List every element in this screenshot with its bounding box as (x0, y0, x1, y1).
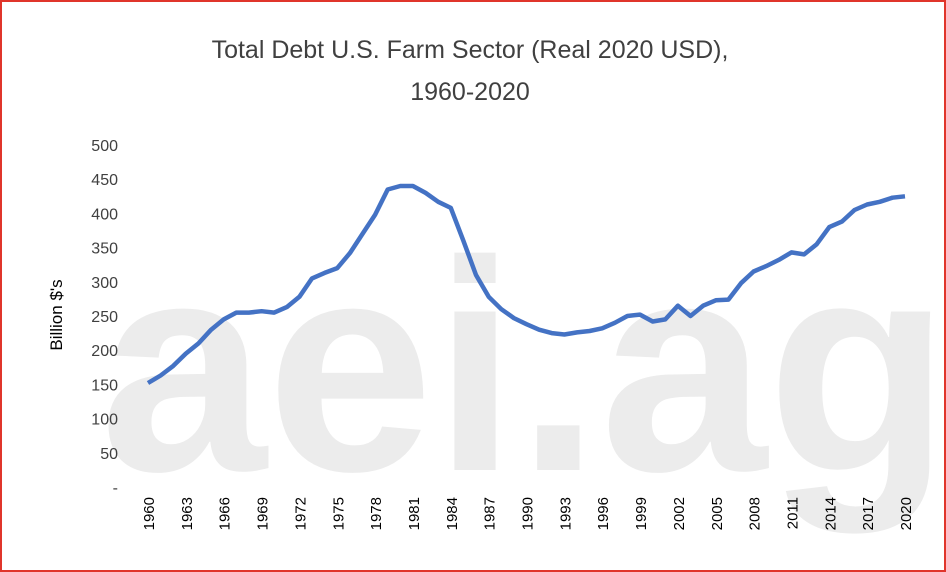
y-tick-label: 200 (91, 343, 118, 360)
chart-title: Total Debt U.S. Farm Sector (Real 2020 U… (212, 36, 729, 64)
y-tick-label: - (113, 480, 118, 497)
y-axis-label: Billion $'s (47, 279, 66, 350)
y-tick-label: 50 (100, 446, 118, 463)
x-tick-label: 2008 (747, 497, 764, 530)
x-tick-label: 2020 (898, 497, 915, 530)
x-tick-label: 1999 (633, 497, 650, 530)
y-tick-label: 250 (91, 309, 118, 326)
x-tick-label: 1972 (292, 497, 309, 530)
y-tick-label: 400 (91, 206, 118, 223)
x-tick-label: 2005 (709, 497, 726, 530)
y-tick-label: 350 (91, 241, 118, 258)
x-tick-label: 1987 (482, 497, 499, 530)
x-tick-label: 1975 (330, 497, 347, 530)
y-tick-label: 100 (91, 412, 118, 429)
x-tick-label: 1993 (557, 497, 574, 530)
x-tick-label: 1981 (406, 497, 423, 530)
x-tick-label: 1963 (179, 497, 196, 530)
x-tick-label: 1966 (217, 497, 234, 530)
x-tick-label: 1990 (520, 497, 537, 530)
x-tick-label: 2017 (860, 497, 877, 530)
x-tick-label: 1984 (444, 497, 461, 530)
x-tick-label: 2002 (671, 497, 688, 530)
watermark: aei.ag (100, 198, 946, 536)
y-tick-label: 150 (91, 377, 118, 394)
x-tick-label: 2011 (784, 497, 801, 529)
x-tick-label: 1960 (141, 497, 158, 530)
y-tick-label: 500 (91, 138, 118, 155)
data-line (146, 183, 906, 385)
y-tick-label: 450 (91, 172, 118, 189)
x-tick-label: 2014 (822, 497, 839, 530)
x-tick-label: 1969 (255, 497, 272, 530)
y-tick-label: 300 (91, 275, 118, 292)
chart-title: 1960-2020 (410, 78, 530, 106)
x-tick-label: 1978 (368, 497, 385, 530)
x-tick-label: 1996 (595, 497, 612, 530)
